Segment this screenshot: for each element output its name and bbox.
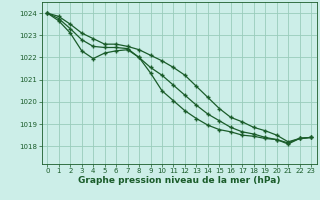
X-axis label: Graphe pression niveau de la mer (hPa): Graphe pression niveau de la mer (hPa) xyxy=(78,176,280,185)
